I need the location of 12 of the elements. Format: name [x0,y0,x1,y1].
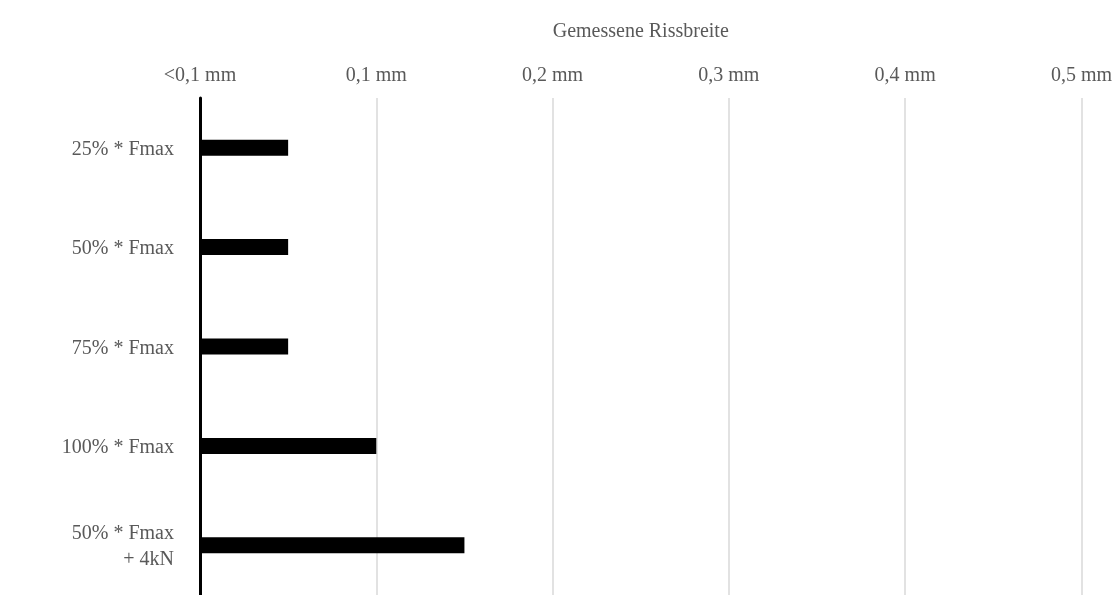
y-tick-label: 100% * Fmax [61,434,174,457]
x-tick-label: 0,1 mm [345,63,408,85]
y-tick-label: 50% * Fmax [71,236,174,259]
x-tick-label: <0,1 mm [163,63,237,85]
y-tick-label: 50% * Fmax + 4kN [71,521,174,570]
x-tick-label: 0,3 mm [698,63,760,85]
y-tick-label: 75% * Fmax [71,335,174,358]
x-axis-title: Gemessene Rissbreite [552,19,729,41]
y-tick-label: 25% * Fmax [71,136,174,159]
x-tick-label: 0,4 mm [874,63,937,85]
x-tick-label: 0,2 mm [522,63,584,85]
x-tick-label: 0,5 mm [1050,63,1113,85]
